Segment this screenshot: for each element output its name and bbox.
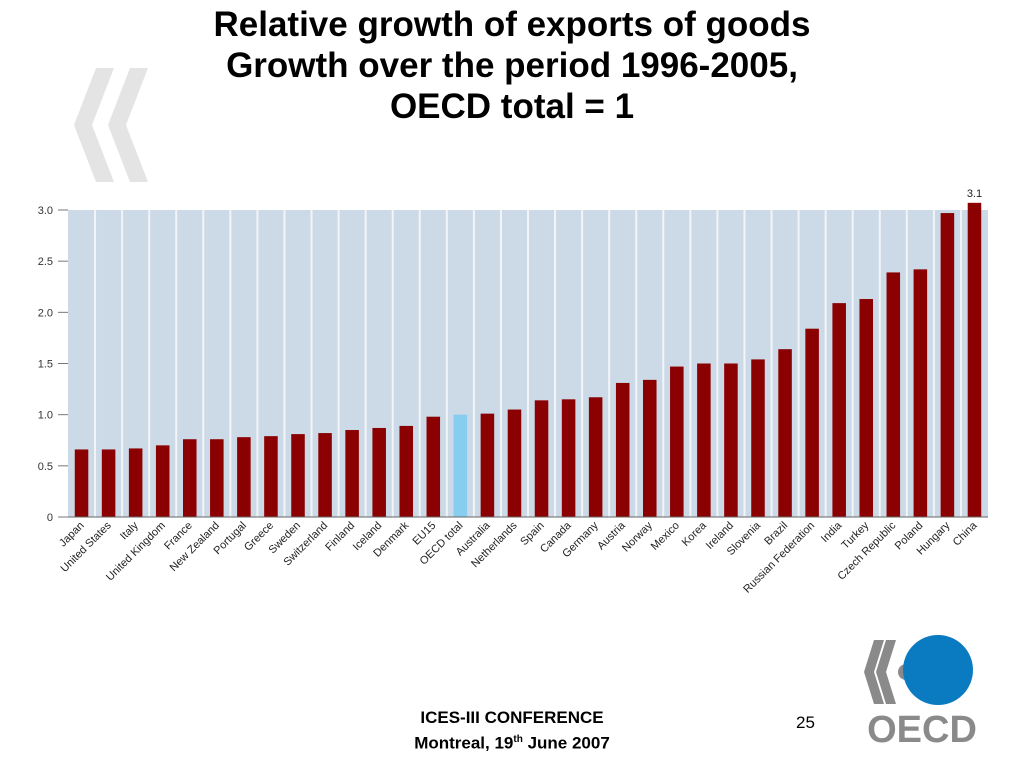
x-tick-label: China (951, 519, 980, 548)
footer-date-post: June 2007 (522, 733, 610, 753)
bar (399, 425, 413, 517)
bar (507, 409, 522, 517)
x-tick-label: Finland (323, 520, 357, 554)
logo-guillemet-2-icon (876, 640, 896, 704)
bar (453, 414, 468, 517)
oecd-logo: OECD (864, 635, 977, 748)
bar (372, 427, 386, 517)
bar (128, 448, 143, 517)
title-line-2: Growth over the period 1996-2005, (226, 46, 798, 85)
bar (832, 303, 846, 517)
guillemets-decoration-icon (74, 68, 148, 182)
bar (183, 439, 197, 517)
bar (534, 400, 549, 517)
bar (291, 434, 305, 517)
bar (670, 366, 684, 517)
bar (643, 379, 657, 517)
footer-date-sup: th (513, 734, 523, 745)
title-line-3: OECD total = 1 (389, 87, 635, 126)
y-tick-label: 0.5 (38, 461, 53, 473)
bar (426, 416, 441, 517)
logo-blue-circle-icon (903, 635, 973, 705)
y-tick-label: 1.0 (38, 410, 53, 422)
x-tick-label: Italy (118, 519, 141, 542)
bar (751, 359, 765, 517)
x-tick-label: Norway (620, 519, 655, 554)
bar (210, 439, 224, 517)
bar (778, 349, 792, 517)
bar (697, 363, 711, 517)
bar (155, 445, 170, 517)
footer-date: Montreal, 19th June 2007 (0, 729, 1024, 755)
bar (940, 213, 955, 517)
title-line-1: Relative growth of exports of goods (213, 5, 811, 44)
bar (724, 363, 738, 517)
bar (101, 449, 116, 517)
bar (859, 299, 873, 517)
bar (318, 433, 332, 517)
bar (74, 449, 89, 517)
page-number: 25 (796, 713, 815, 732)
x-tick-label: Mexico (649, 520, 682, 553)
bar (237, 437, 251, 517)
footer-conference: ICES-III CONFERENCE (420, 708, 604, 727)
bar (913, 269, 928, 517)
logo-guillemet-1-icon (864, 640, 884, 704)
y-tick-label: 2.5 (38, 256, 53, 268)
y-tick-label: 1.5 (38, 359, 53, 371)
bar (886, 272, 901, 517)
bar (561, 399, 576, 517)
bar-value-annotation: 3.1 (967, 188, 982, 200)
bar (264, 436, 278, 517)
bar (615, 382, 630, 517)
bar (345, 430, 359, 517)
y-tick-label: 0 (47, 512, 53, 524)
bar (967, 202, 982, 517)
slide-title: Relative growth of exports of goods Grow… (0, 4, 1024, 127)
bar (805, 328, 819, 517)
bar (588, 397, 603, 517)
bar (480, 413, 495, 517)
footer: ICES-III CONFERENCE Montreal, 19th June … (0, 707, 1024, 755)
footer-date-pre: Montreal, 19 (414, 733, 514, 753)
y-tick-label: 3.0 (38, 205, 53, 217)
logo-text: OECD (867, 709, 977, 748)
y-tick-label: 2.0 (38, 307, 53, 319)
